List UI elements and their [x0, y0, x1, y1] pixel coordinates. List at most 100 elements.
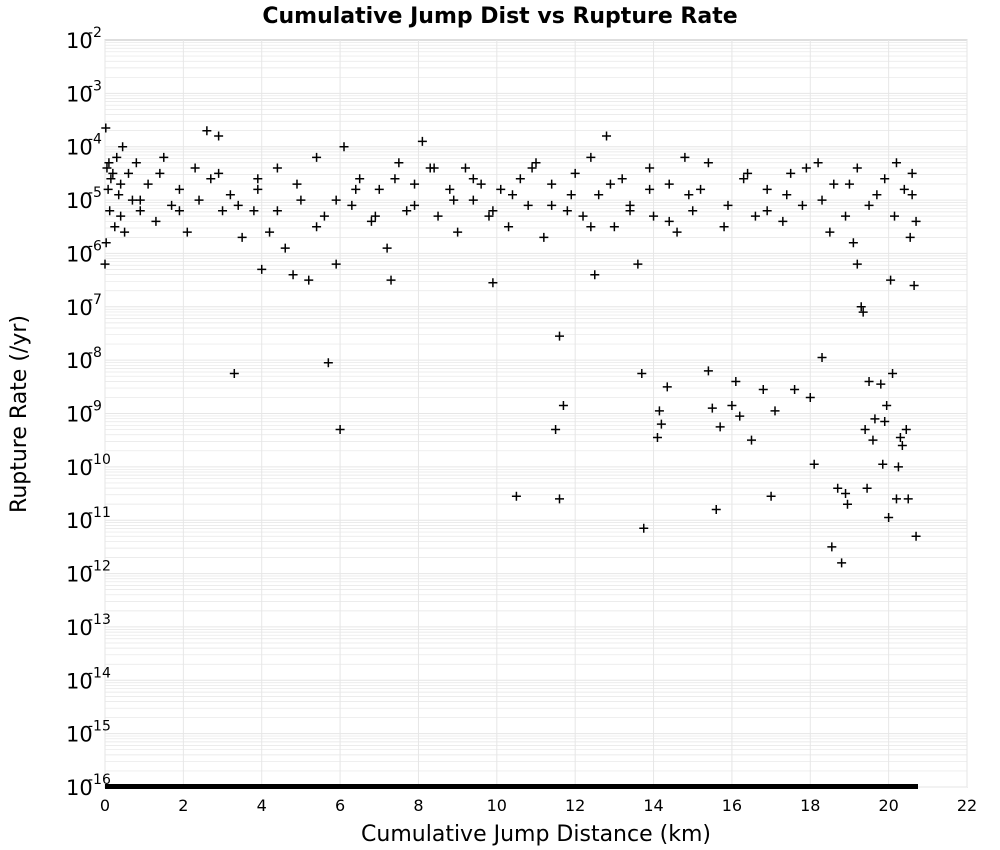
x-tick-label: 18: [800, 796, 820, 815]
data-point: [841, 489, 851, 499]
data-point: [841, 211, 851, 221]
data-point: [825, 227, 835, 237]
data-point: [633, 259, 643, 269]
y-tick-exponent: -15: [88, 719, 111, 735]
data-point: [860, 425, 870, 435]
y-tick-label: 10-16: [66, 772, 111, 800]
data-point: [366, 216, 376, 226]
data-point: [833, 483, 843, 493]
data-point: [907, 190, 917, 200]
data-point: [101, 238, 111, 248]
y-tick-base: 10: [66, 189, 93, 213]
data-point: [218, 206, 228, 216]
y-tick-exponent: -16: [88, 772, 111, 788]
data-point: [237, 232, 247, 242]
x-tick-label: 6: [335, 796, 345, 815]
x-tick-label: 22: [957, 796, 977, 815]
data-point: [390, 174, 400, 184]
data-point: [886, 275, 896, 285]
data-point: [319, 211, 329, 221]
data-point: [703, 366, 713, 376]
data-point: [523, 200, 533, 210]
y-tick-exponent: -8: [88, 345, 102, 361]
data-point: [864, 200, 874, 210]
data-point: [662, 382, 672, 392]
data-point: [890, 211, 900, 221]
data-point: [813, 158, 823, 168]
data-point: [101, 123, 111, 133]
data-point: [609, 222, 619, 232]
x-tick-label: 8: [413, 796, 423, 815]
y-tick-base: 10: [66, 29, 93, 53]
data-point: [402, 206, 412, 216]
data-point: [511, 491, 521, 501]
data-point: [750, 211, 760, 221]
data-point: [891, 494, 901, 504]
data-point: [770, 406, 780, 416]
y-tick-label: 10-3: [66, 78, 102, 106]
data-point: [468, 174, 478, 184]
data-point: [762, 184, 772, 194]
data-point: [312, 222, 322, 232]
data-point: [790, 384, 800, 394]
data-point: [551, 425, 561, 435]
y-tick-label: 10-15: [66, 719, 111, 747]
data-point: [103, 184, 113, 194]
data-point: [484, 211, 494, 221]
y-tick-exponent: -14: [88, 665, 111, 681]
data-point: [108, 168, 118, 178]
data-point: [460, 163, 470, 173]
data-point: [703, 158, 713, 168]
y-tick-label: 10-11: [66, 505, 111, 533]
x-tick-label: 20: [878, 796, 898, 815]
data-point: [449, 195, 459, 205]
data-point: [858, 307, 868, 317]
data-point: [911, 216, 921, 226]
data-point: [884, 513, 894, 523]
data-point: [809, 459, 819, 469]
x-tick-label: 4: [257, 796, 267, 815]
data-point: [433, 211, 443, 221]
data-point: [654, 406, 664, 416]
x-tick-label: 0: [100, 796, 110, 815]
data-point: [715, 422, 725, 432]
data-point: [445, 184, 455, 194]
chart-title: Cumulative Jump Dist vs Rupture Rate: [262, 4, 737, 29]
data-point: [897, 441, 907, 451]
y-tick-exponent: -11: [88, 505, 111, 521]
data-point: [664, 179, 674, 189]
data-point: [370, 211, 380, 221]
y-tick-exponent: -2: [88, 25, 102, 41]
y-tick-base: 10: [66, 82, 93, 106]
data-point: [844, 179, 854, 189]
data-point: [649, 211, 659, 221]
data-point: [504, 222, 514, 232]
data-point: [566, 190, 576, 200]
data-point: [257, 264, 267, 274]
data-point: [602, 131, 612, 141]
data-point: [594, 190, 604, 200]
data-point: [355, 174, 365, 184]
data-point: [214, 131, 224, 141]
data-point: [488, 206, 498, 216]
x-tick-label: 12: [565, 796, 585, 815]
data-point: [852, 163, 862, 173]
y-tick-base: 10: [66, 723, 93, 747]
data-point: [312, 152, 322, 162]
data-point: [888, 368, 898, 378]
data-markers: [100, 123, 921, 568]
y-tick-base: 10: [66, 776, 93, 800]
data-point: [837, 558, 847, 568]
data-point: [116, 179, 126, 189]
y-tick-base: 10: [66, 349, 93, 373]
data-point: [331, 195, 341, 205]
data-point: [292, 179, 302, 189]
data-point: [515, 174, 525, 184]
data-point: [570, 168, 580, 178]
data-point: [382, 243, 392, 253]
data-point: [586, 222, 596, 232]
data-point: [786, 168, 796, 178]
data-point: [696, 184, 706, 194]
y-tick-base: 10: [66, 509, 93, 533]
